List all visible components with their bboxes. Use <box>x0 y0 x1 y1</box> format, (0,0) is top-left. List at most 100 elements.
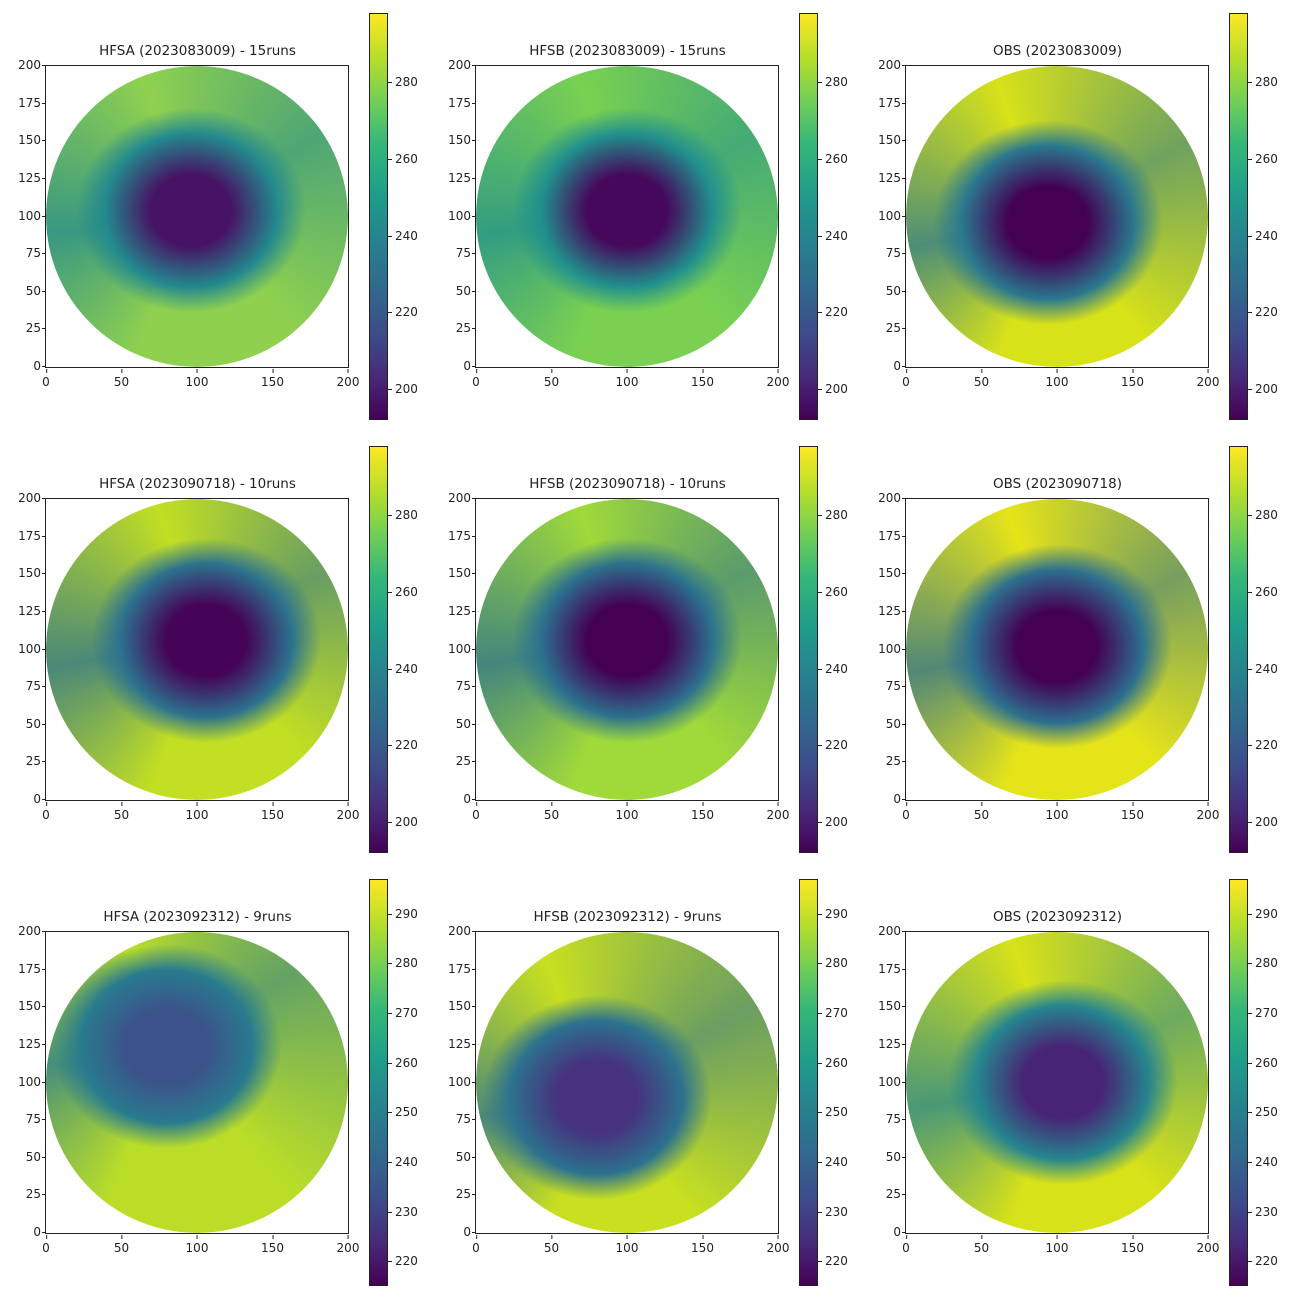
x-tick-label: 150 <box>691 802 714 822</box>
y-tick-label: 125 <box>430 604 476 618</box>
y-tick-label: 25 <box>860 321 906 335</box>
y-tick-label: 50 <box>430 1150 476 1164</box>
x-tick-label: 200 <box>1196 369 1220 389</box>
x-tick-label: 50 <box>973 802 990 822</box>
colorbar-tick-label: 240 <box>1248 1154 1278 1169</box>
brightness-temperature-image <box>906 932 1208 1233</box>
x-tick-label: 0 <box>472 802 480 822</box>
y-tick-label: 50 <box>430 717 476 731</box>
x-tick-label: 200 <box>336 802 360 822</box>
y-tick-label: 125 <box>860 604 906 618</box>
x-tick-label: 100 <box>185 802 209 822</box>
colorbar-tick-label: 280 <box>388 508 418 523</box>
y-tick-label: 100 <box>0 642 46 656</box>
x-tick-label: 100 <box>615 1235 639 1255</box>
y-tick-label: 100 <box>430 642 476 656</box>
colorbar-tick-label: 220 <box>1248 738 1278 753</box>
plot-area <box>475 498 779 801</box>
colorbar-tick-label: 200 <box>1248 382 1278 397</box>
x-tick-label: 100 <box>615 369 639 389</box>
y-tick-label: 0 <box>0 359 46 373</box>
colorbar-tick-label: 260 <box>818 584 848 599</box>
subplot-panel: OBS (2023090718) 0 25 50 75 100 125 150 175 200 0… <box>860 433 1290 866</box>
subplot-title: OBS (2023090718) <box>993 476 1122 492</box>
x-tick-label: 150 <box>691 1235 714 1255</box>
colorbar-tick-label: 220 <box>1248 1254 1278 1269</box>
x-tick-label: 200 <box>766 369 790 389</box>
x-tick-label: 50 <box>973 369 990 389</box>
y-tick-label: 25 <box>860 1187 906 1201</box>
x-tick-label: 100 <box>185 1235 209 1255</box>
x-tick-label: 0 <box>902 802 910 822</box>
x-tick-label: 150 <box>1121 802 1144 822</box>
x-tick-label: 100 <box>1045 369 1069 389</box>
y-tick-label: 200 <box>0 58 46 72</box>
y-tick-label: 150 <box>860 133 906 147</box>
colorbar-tick-label: 270 <box>818 1006 848 1020</box>
colorbar-tick-label: 240 <box>1248 661 1278 676</box>
colorbar-tick-label: 260 <box>388 151 418 166</box>
subplot-title: HFSB (2023092312) - 9runs <box>533 909 722 925</box>
y-tick-label: 50 <box>0 284 46 298</box>
y-tick-label: 150 <box>0 566 46 580</box>
y-tick-label: 125 <box>430 171 476 185</box>
x-tick-label: 150 <box>261 802 284 822</box>
colorbar <box>1229 879 1248 1286</box>
colorbar-tick-label: 240 <box>388 228 418 243</box>
y-tick-label: 25 <box>0 321 46 335</box>
y-tick-label: 50 <box>430 284 476 298</box>
plot-area <box>905 498 1209 801</box>
y-tick-label: 75 <box>430 679 476 693</box>
colorbar-tick-label: 200 <box>818 815 848 830</box>
y-tick-label: 75 <box>860 1112 906 1126</box>
y-tick-label: 75 <box>0 246 46 260</box>
y-tick-label: 175 <box>0 962 46 976</box>
colorbar-tick-label: 240 <box>1248 228 1278 243</box>
brightness-temperature-image <box>476 932 778 1233</box>
brightness-temperature-image <box>906 499 1208 800</box>
plot-area <box>905 931 1209 1234</box>
x-tick-label: 200 <box>1196 802 1220 822</box>
x-tick-label: 150 <box>261 369 284 389</box>
subplot-panel: HFSA (2023090718) - 10runs 0 25 50 75 100 125… <box>0 433 430 866</box>
y-tick-label: 200 <box>860 491 906 505</box>
colorbar-tick-label: 220 <box>1248 305 1278 320</box>
brightness-temperature-image <box>476 66 778 367</box>
colorbar-tick-label: 280 <box>818 75 848 90</box>
y-tick-label: 100 <box>430 1075 476 1089</box>
brightness-temperature-image <box>906 66 1208 367</box>
y-tick-label: 50 <box>0 717 46 731</box>
y-tick-label: 50 <box>860 1150 906 1164</box>
y-tick-label: 200 <box>860 58 906 72</box>
y-tick-label: 0 <box>0 792 46 806</box>
colorbar-tick-label: 240 <box>818 228 848 243</box>
colorbar <box>369 879 388 1286</box>
y-tick-label: 25 <box>0 1187 46 1201</box>
colorbar-tick-label: 290 <box>1248 906 1278 921</box>
colorbar-tick-label: 200 <box>818 382 848 397</box>
colorbar-tick-label: 280 <box>1248 956 1278 971</box>
colorbar-tick-label: 230 <box>1248 1204 1278 1219</box>
colorbar <box>369 13 388 420</box>
colorbar-tick-label: 280 <box>388 75 418 90</box>
colorbar <box>1229 446 1248 853</box>
y-tick-label: 0 <box>860 792 906 806</box>
y-tick-label: 0 <box>430 792 476 806</box>
y-tick-label: 50 <box>860 717 906 731</box>
y-tick-label: 100 <box>0 209 46 223</box>
y-tick-label: 125 <box>0 604 46 618</box>
x-tick-label: 50 <box>113 1235 130 1255</box>
y-tick-label: 175 <box>0 529 46 543</box>
y-tick-label: 75 <box>430 246 476 260</box>
y-tick-label: 125 <box>0 1037 46 1051</box>
y-tick-label: 175 <box>860 96 906 110</box>
brightness-temperature-image <box>46 499 348 800</box>
colorbar-tick-label: 250 <box>1248 1105 1278 1120</box>
y-tick-label: 100 <box>430 209 476 223</box>
x-tick-label: 0 <box>42 802 50 822</box>
y-tick-label: 75 <box>430 1112 476 1126</box>
y-tick-label: 0 <box>430 1225 476 1239</box>
y-tick-label: 175 <box>0 96 46 110</box>
colorbar <box>799 879 818 1286</box>
y-tick-label: 125 <box>430 1037 476 1051</box>
